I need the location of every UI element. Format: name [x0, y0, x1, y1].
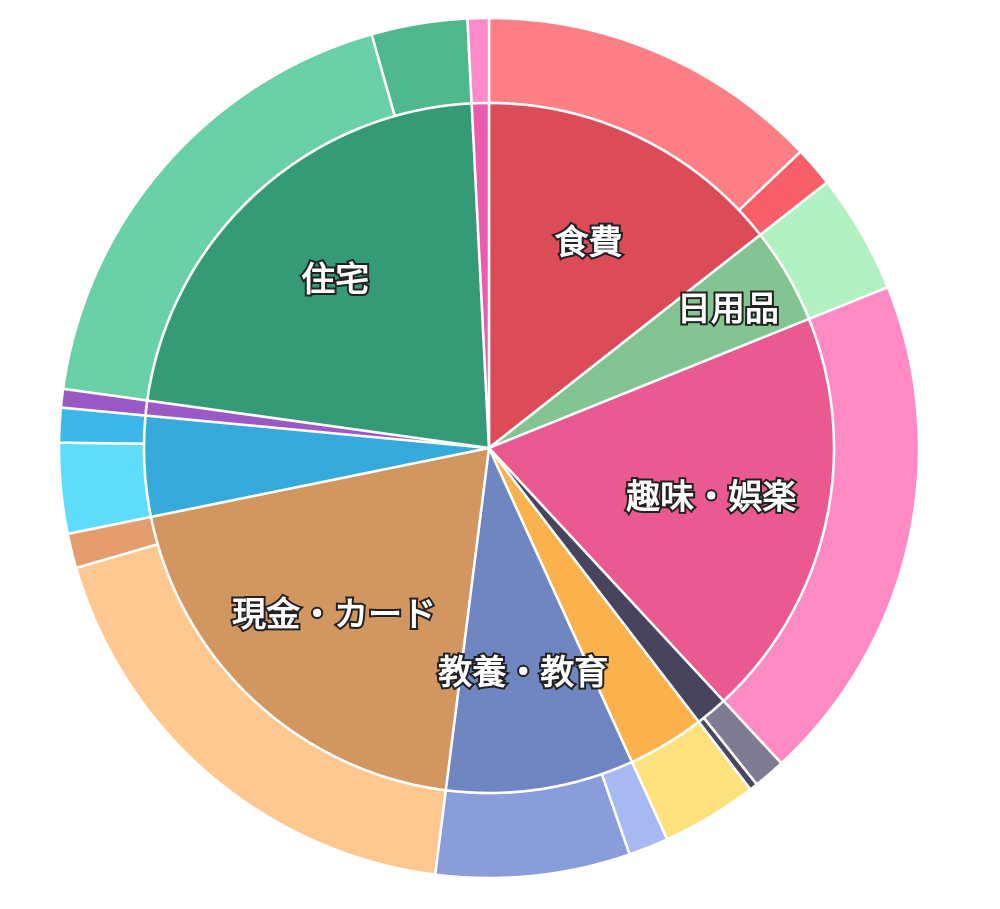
inner-slice-2	[487, 317, 836, 703]
outer-slice-11	[57, 441, 153, 536]
outer-slice-16	[466, 16, 491, 105]
slice-label-5: 教養・教育	[438, 653, 608, 693]
inner-slice-6	[149, 446, 491, 792]
slice-label-0: 食費	[555, 223, 623, 263]
slice-label-2: 趣味・娯楽	[626, 478, 796, 518]
inner-slice-0	[487, 101, 762, 450]
inner-ring	[142, 101, 836, 795]
inner-slice-10	[470, 101, 491, 450]
slice-label-9: 住宅	[301, 260, 369, 300]
inner-slice-9	[146, 102, 491, 450]
slice-label-6: 現金・カード	[232, 595, 436, 635]
slice-label-1: 日用品	[677, 290, 779, 330]
inner-slice-5	[444, 446, 634, 795]
